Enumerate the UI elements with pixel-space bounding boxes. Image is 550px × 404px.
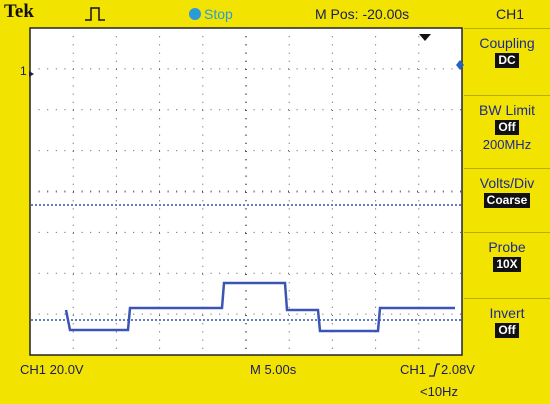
position: M Pos: -20.00s	[315, 6, 410, 22]
menu-label: Probe	[488, 239, 526, 255]
menu-item[interactable]: Probe 10X	[464, 232, 550, 272]
channel-arrow	[29, 71, 34, 77]
slope-icon	[429, 363, 440, 377]
menu-value: Off	[495, 120, 519, 135]
menu-label: Coupling	[479, 35, 535, 51]
trigger-level: 2.08V	[441, 362, 475, 377]
channel: CH1	[496, 6, 525, 22]
brand: Tek	[4, 1, 34, 22]
pulse-icon	[85, 7, 105, 21]
timebase: M 5.00s	[250, 362, 297, 377]
display: 1	[20, 27, 464, 356]
graticule	[30, 28, 462, 355]
menu-value: 10X	[493, 257, 521, 272]
channel-marker: 1	[20, 64, 27, 78]
menu-label: BW Limit	[479, 102, 535, 118]
menu-value: Coarse	[483, 193, 531, 208]
waveform	[64, 281, 455, 333]
menu-item[interactable]: Coupling DC	[464, 28, 550, 68]
menu-item[interactable]: BW Limit Off 200MHz	[464, 95, 550, 152]
trigger-level-marker	[456, 60, 464, 70]
menu-label: Volts/Div	[479, 175, 535, 191]
trigger-icon	[85, 7, 105, 21]
menu-item[interactable]: Volts/Div Coarse	[464, 168, 550, 208]
trigger-position	[419, 34, 431, 41]
status: Stop	[204, 6, 233, 22]
menu-item[interactable]: Invert Off	[464, 298, 550, 338]
status-dot	[189, 8, 201, 20]
menu-extra: 200MHz	[482, 137, 532, 152]
menu-value: DC	[495, 53, 519, 68]
status-circle	[189, 8, 201, 20]
vertical-scale: CH1 20.0V	[20, 362, 84, 377]
frequency: <10Hz	[420, 384, 458, 399]
slope	[429, 363, 440, 377]
trigger-source: CH1	[400, 362, 427, 377]
menu-label: Invert	[489, 305, 525, 321]
menu-value: Off	[495, 323, 519, 338]
